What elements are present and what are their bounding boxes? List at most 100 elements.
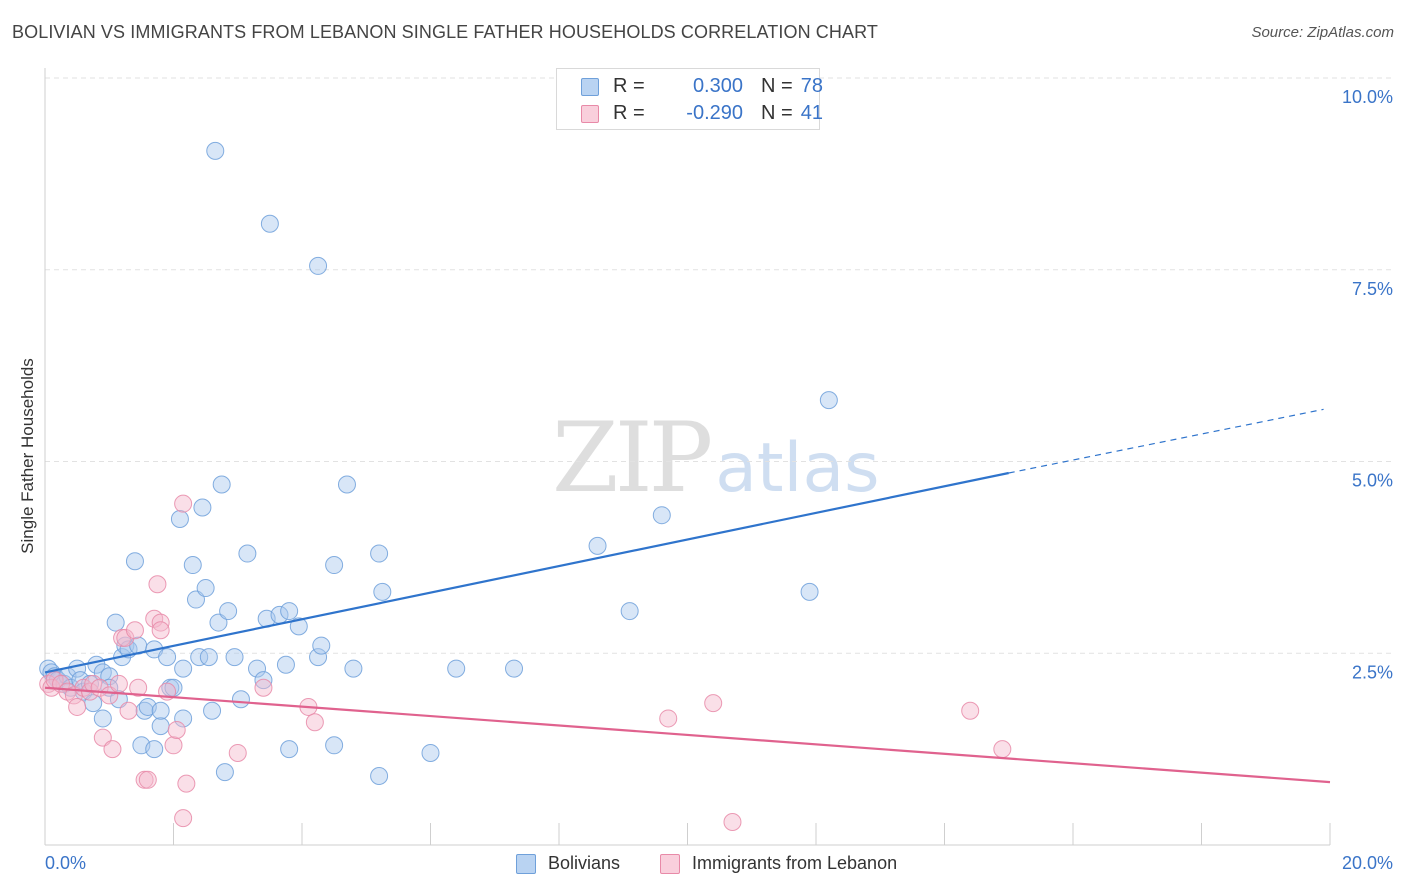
bolivians-point bbox=[620, 602, 639, 621]
bolivians-point bbox=[225, 648, 244, 667]
bolivians-point bbox=[421, 743, 440, 762]
legend-r-label: R = bbox=[613, 75, 645, 97]
bolivians-point bbox=[260, 214, 279, 233]
watermark-atlas: atlas bbox=[715, 429, 880, 508]
bolivians-point bbox=[151, 717, 170, 736]
legend-r-value: 0.300 bbox=[692, 75, 743, 97]
lebanon-point bbox=[174, 809, 193, 828]
bottom-legend-label: Immigrants from Lebanon bbox=[692, 853, 898, 873]
bolivians-point bbox=[199, 648, 218, 667]
bolivians-point bbox=[183, 556, 202, 575]
lebanon-point bbox=[167, 720, 186, 739]
bolivians-point bbox=[325, 736, 344, 755]
source-label: Source: ZipAtlas.com bbox=[1251, 24, 1394, 41]
lebanon-point bbox=[138, 770, 157, 789]
lebanon-point bbox=[723, 812, 742, 831]
lebanon-point bbox=[148, 575, 167, 594]
lebanon-point bbox=[659, 709, 678, 728]
bolivians-point bbox=[158, 648, 177, 667]
x-tick-label: 20.0% bbox=[1342, 853, 1393, 873]
lebanon-point bbox=[254, 678, 273, 697]
bolivians-point bbox=[280, 602, 299, 621]
bolivians-point bbox=[588, 536, 607, 555]
bolivians-point bbox=[238, 544, 257, 563]
legend-swatch-bolivians bbox=[581, 78, 599, 96]
watermark: ZIPatlas bbox=[552, 402, 880, 514]
bolivians-point bbox=[276, 655, 295, 674]
y-tick-label: 2.5% bbox=[1352, 662, 1393, 682]
bolivians-point bbox=[219, 602, 238, 621]
bolivians-point bbox=[447, 659, 466, 678]
y-tick-label: 10.0% bbox=[1342, 87, 1393, 107]
y-tick-label: 5.0% bbox=[1352, 471, 1393, 491]
x-tick-label: 0.0% bbox=[45, 853, 86, 873]
lebanon-point bbox=[177, 774, 196, 793]
bolivians-point bbox=[174, 709, 193, 728]
bolivians-point bbox=[337, 475, 356, 494]
bolivians-point bbox=[819, 391, 838, 410]
bolivians-point bbox=[190, 648, 209, 667]
bolivians-point bbox=[231, 690, 250, 709]
bottom-legend-label: Bolivians bbox=[548, 853, 621, 873]
bolivians-point bbox=[206, 141, 225, 160]
bolivians-point bbox=[170, 510, 189, 529]
legend-n-value: 78 bbox=[800, 75, 823, 97]
lebanon-point bbox=[129, 678, 148, 697]
bolivians-point bbox=[370, 766, 389, 785]
lebanon-point bbox=[961, 701, 980, 720]
bolivians-point bbox=[248, 659, 267, 678]
lebanon-point bbox=[151, 613, 170, 632]
bolivians-point bbox=[186, 590, 205, 609]
correlation-legend: R = 0.300 N = 78 R = -0.290 N = 41 bbox=[556, 68, 823, 130]
bolivians-point bbox=[174, 659, 193, 678]
bolivians-point bbox=[212, 475, 231, 494]
lebanon-point bbox=[704, 694, 723, 713]
legend-n-value: 41 bbox=[800, 102, 823, 124]
lebanon-point bbox=[116, 628, 135, 647]
lebanon-trend-line bbox=[44, 686, 1331, 784]
bottom-legend-swatch-bolivians bbox=[516, 854, 536, 874]
bolivians-point bbox=[289, 617, 308, 636]
bolivians-point bbox=[106, 613, 125, 632]
bolivians-point bbox=[145, 740, 164, 759]
lebanon-point bbox=[164, 736, 183, 755]
chart-title: BOLIVIAN VS IMMIGRANTS FROM LEBANON SING… bbox=[12, 22, 878, 42]
bolivians-point bbox=[193, 498, 212, 517]
bolivians-point bbox=[93, 709, 112, 728]
legend-n-label: N = bbox=[761, 102, 793, 124]
legend-n-label: N = bbox=[761, 75, 793, 97]
bottom-legend-swatch-lebanon bbox=[660, 854, 680, 874]
bolivians-point bbox=[125, 552, 144, 571]
bolivians-point bbox=[344, 659, 363, 678]
lebanon-point bbox=[119, 701, 138, 720]
lebanon-point bbox=[174, 494, 193, 513]
bolivians-point bbox=[800, 582, 819, 601]
legend-swatch-lebanon bbox=[581, 105, 599, 123]
bolivians-point bbox=[209, 613, 228, 632]
watermark-zip: ZIP bbox=[552, 402, 713, 514]
lebanon-point bbox=[305, 713, 324, 732]
bolivians-point bbox=[109, 690, 128, 709]
bolivians-point bbox=[652, 506, 671, 525]
bolivians-trend-line bbox=[44, 471, 1009, 674]
lebanon-point bbox=[125, 621, 144, 640]
bolivians-point bbox=[254, 671, 273, 690]
bolivians-point bbox=[309, 256, 328, 275]
lebanon-point bbox=[68, 697, 87, 716]
bolivians-point bbox=[370, 544, 389, 563]
bolivians-point bbox=[151, 701, 170, 720]
bolivians-point bbox=[196, 579, 215, 598]
lebanon-point bbox=[228, 743, 247, 762]
bolivians-point bbox=[203, 701, 222, 720]
legend-r-value: -0.290 bbox=[686, 102, 743, 124]
lebanon-point bbox=[103, 740, 122, 759]
bolivians-trend-extension bbox=[1008, 408, 1324, 474]
bolivians-point bbox=[280, 740, 299, 759]
y-axis-title: Single Father Households bbox=[18, 358, 37, 554]
bolivians-point bbox=[325, 556, 344, 575]
lebanon-point bbox=[109, 674, 128, 693]
legend-r-label: R = bbox=[613, 102, 645, 124]
bolivians-point bbox=[309, 648, 328, 667]
y-tick-label: 7.5% bbox=[1352, 279, 1393, 299]
